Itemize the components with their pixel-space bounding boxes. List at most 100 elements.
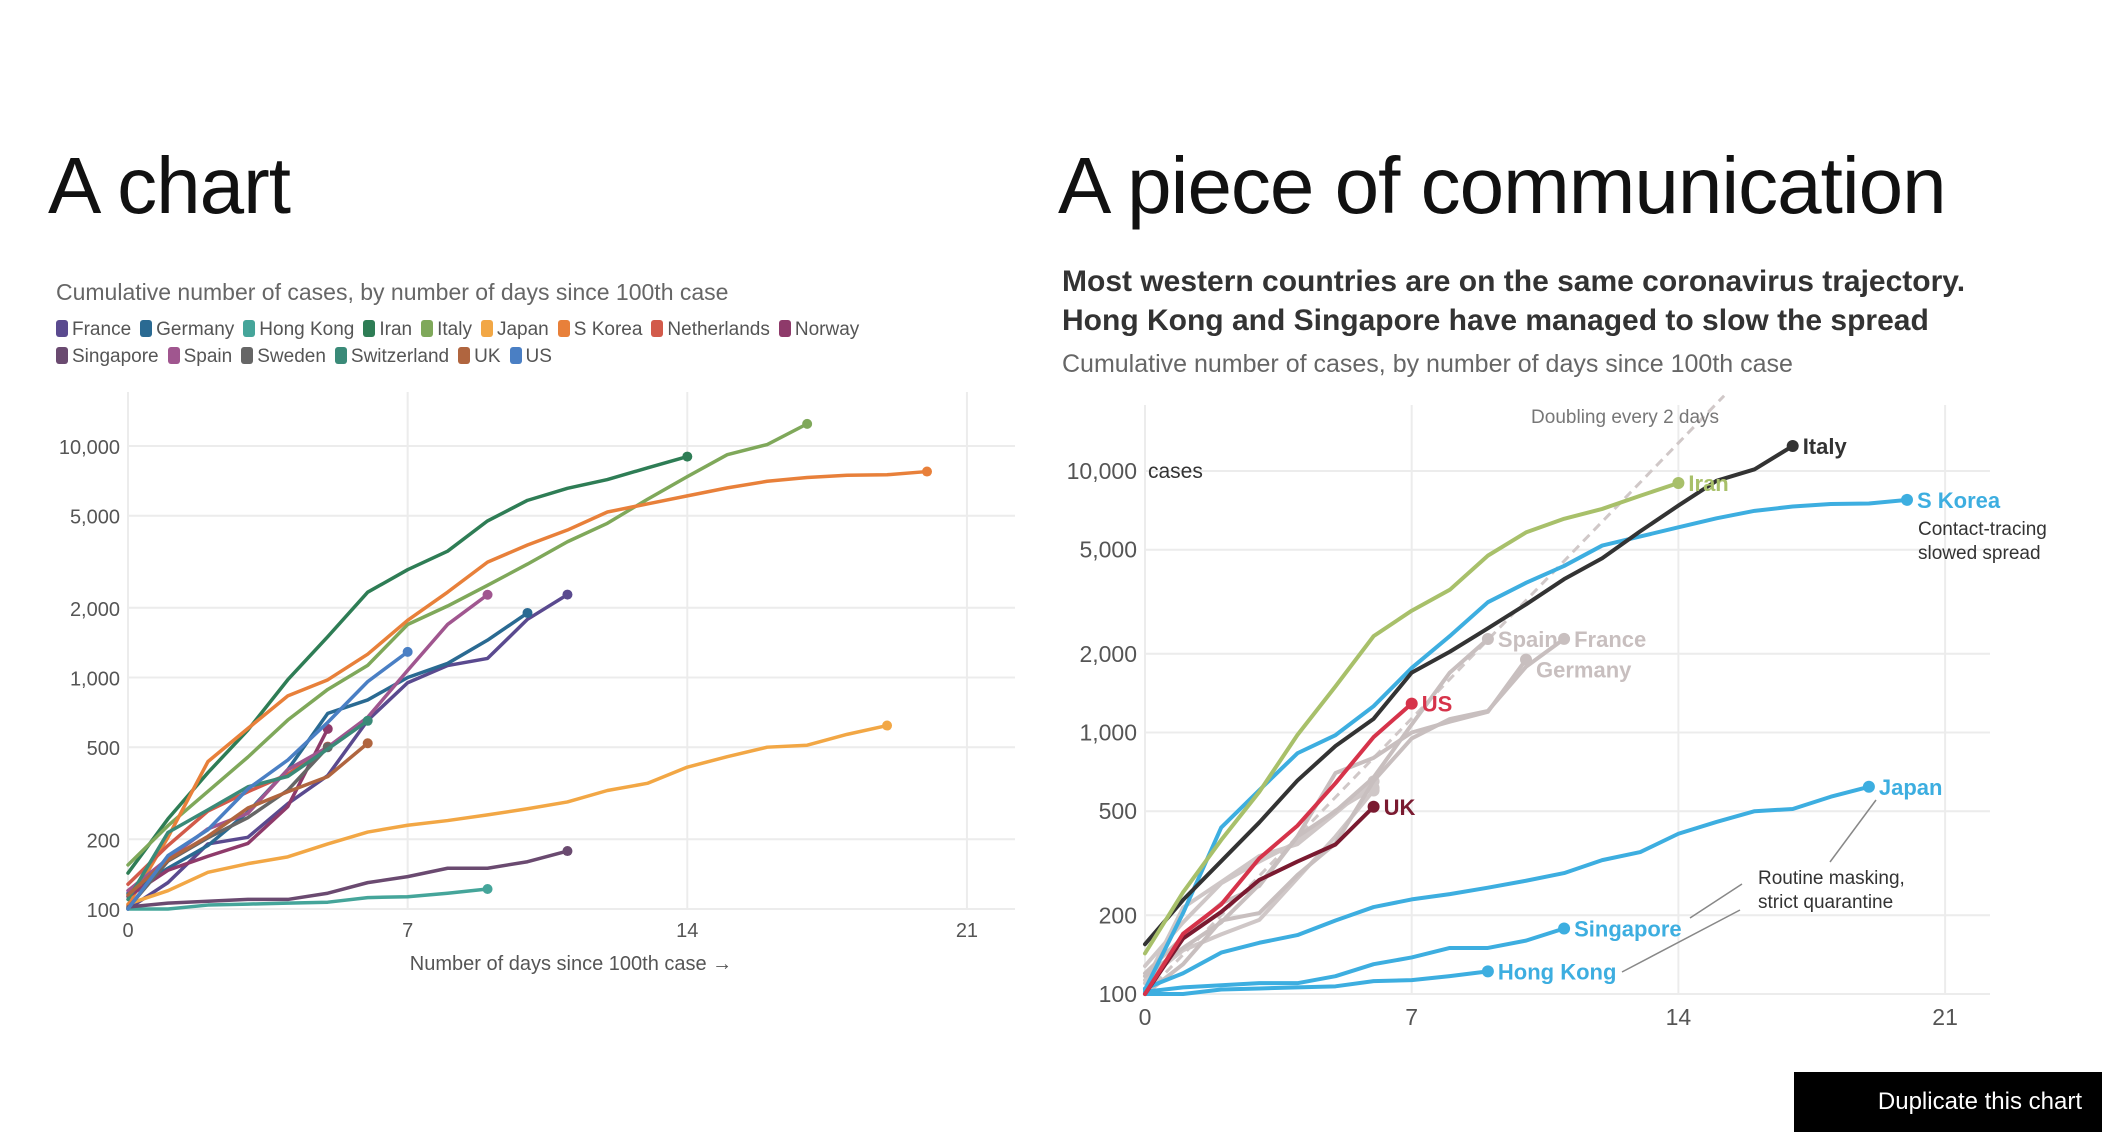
x-tick-label: 14 — [1666, 1004, 1692, 1030]
legend-item-switzerland[interactable]: Switzerland — [334, 343, 450, 370]
legend-swatch — [334, 347, 347, 364]
series-end-dot-japan — [882, 720, 893, 731]
legend-label: UK — [474, 346, 501, 367]
duplicate-chart-button[interactable]: Duplicate this chart — [1794, 1072, 2102, 1132]
series-end-dot-iran — [682, 451, 693, 462]
x-tick-label: 21 — [956, 920, 978, 942]
series-line-hong-kong — [126, 887, 490, 911]
series-line-sweden — [126, 745, 330, 910]
right-title-line-2: Hong Kong and Singapore have managed to … — [1062, 304, 1929, 337]
y-tick-label: 500 — [87, 738, 120, 760]
series-end-dot-iran — [1672, 476, 1685, 489]
legend-item-s-korea[interactable]: S Korea — [557, 316, 642, 343]
legend-item-japan[interactable]: Japan — [480, 316, 549, 343]
y-tick-label: 10,000 — [1067, 458, 1137, 484]
legend-swatch — [140, 320, 153, 337]
legend-item-france[interactable]: France — [56, 316, 131, 343]
legend-item-spain[interactable]: Spain — [167, 343, 232, 370]
x-tick-label: 0 — [122, 920, 133, 942]
legend-item-netherlands[interactable]: Netherlands — [651, 316, 770, 343]
legend-swatch — [243, 320, 256, 337]
series-end-dot-italy — [802, 418, 813, 429]
series-end-dot-germany — [522, 607, 533, 618]
legend-label: Germany — [156, 319, 235, 340]
series-end-dot-spain — [1481, 633, 1494, 646]
annotation-routine-masking: strict quarantine — [1758, 892, 1893, 913]
legend-label: Switzerland — [350, 346, 450, 367]
legend-item-hong-kong[interactable]: Hong Kong — [243, 316, 354, 343]
y-tick-label: 10,000 — [59, 437, 120, 459]
series-line-japan — [1143, 784, 1871, 991]
legend-item-sweden[interactable]: Sweden — [241, 343, 326, 370]
legend-swatch — [363, 320, 376, 337]
series-end-dot-uk — [1367, 800, 1380, 813]
annotation-leader-japan — [1829, 799, 1877, 863]
series-end-dot-hong-kong — [1481, 965, 1494, 978]
legend-item-italy[interactable]: Italy — [421, 316, 472, 343]
series-end-dot-us — [1405, 697, 1418, 710]
legend-swatch — [651, 320, 664, 337]
series-end-dot-singapore — [1558, 922, 1571, 935]
legend-label: Japan — [496, 319, 549, 340]
series-end-dot-germany — [1520, 653, 1532, 666]
legend-swatch — [480, 320, 493, 337]
series-end-dot-hong-kong — [482, 884, 493, 895]
series-end-dot-france — [1558, 632, 1571, 645]
legend-item-iran[interactable]: Iran — [363, 316, 412, 343]
y-tick-label: 200 — [1099, 902, 1137, 928]
series-label-germany: Germany — [1536, 658, 1632, 683]
series-line-s-korea — [126, 469, 929, 907]
legend-item-norway[interactable]: Norway — [778, 316, 860, 343]
series-label-iran: Iran — [1688, 471, 1728, 496]
series-line-singapore — [126, 849, 570, 909]
series-line-iran — [126, 454, 690, 875]
y-tick-label: 100 — [87, 900, 120, 922]
series-line-hong-kong — [1143, 969, 1490, 996]
right-chart: 100 200 500 1,000 2,000 5,000 10,000 0 7 14 21 Doub… — [1067, 394, 2047, 1030]
legend-swatch — [458, 347, 471, 364]
legend-item-germany[interactable]: Germany — [140, 316, 234, 343]
series-end-dot-singapore — [562, 846, 573, 857]
series-end-dot-s-korea — [922, 466, 932, 477]
series-label-singapore: Singapore — [1574, 917, 1682, 942]
legend-label: US — [525, 346, 552, 367]
legend-swatch — [167, 347, 180, 364]
right-chart-title: Most western countries are on the same c… — [1062, 262, 1965, 340]
series-line-us — [1143, 701, 1414, 996]
legend-swatch — [778, 320, 791, 337]
series-label-s-korea: S Korea — [1917, 488, 2001, 513]
series-end-dot-italy — [1786, 440, 1799, 453]
legend-item-singapore[interactable]: Singapore — [56, 343, 159, 370]
series-end-dot-spain — [482, 589, 493, 600]
left-heading: A chart — [48, 141, 291, 230]
right-heading: A piece of communication — [1058, 141, 1947, 230]
left-chart-subtitle: Cumulative number of cases, by number of… — [56, 279, 729, 305]
legend-label: Singapore — [72, 346, 159, 367]
series-line-us — [126, 650, 410, 911]
x-tick-label: 7 — [1405, 1004, 1418, 1030]
series-end-dot-japan — [1862, 780, 1875, 793]
legend-label: Norway — [794, 319, 860, 340]
annotation-routine-masking: Routine masking, — [1758, 868, 1905, 889]
y-tick-label: 1,000 — [1079, 720, 1137, 746]
legend-swatch — [557, 320, 570, 337]
series-line-germany — [126, 611, 530, 895]
series-label-spain: Spain — [1498, 627, 1558, 652]
series-line-germany — [1143, 657, 1528, 979]
x-tick-label: 21 — [1932, 1004, 1958, 1030]
right-title-line-1: Most western countries are on the same c… — [1062, 265, 1966, 298]
y-axis-unit-label: cases — [1148, 460, 1203, 483]
doubling-reference-label: Doubling every 2 days — [1531, 407, 1719, 428]
series-end-dot-switzerland — [362, 715, 373, 726]
legend-item-us[interactable]: US — [509, 343, 552, 370]
series-line-s-korea — [1143, 497, 1909, 992]
legend-label: Hong Kong — [259, 319, 355, 340]
series-end-dot-uk — [362, 738, 373, 749]
legend-swatch — [241, 347, 254, 364]
annotation-contact-tracing: Contact-tracing — [1918, 519, 2047, 540]
series-label-france: France — [1574, 627, 1646, 652]
series-line-japan — [126, 723, 889, 906]
legend-label: Iran — [379, 319, 413, 340]
legend-item-uk[interactable]: UK — [458, 343, 501, 370]
